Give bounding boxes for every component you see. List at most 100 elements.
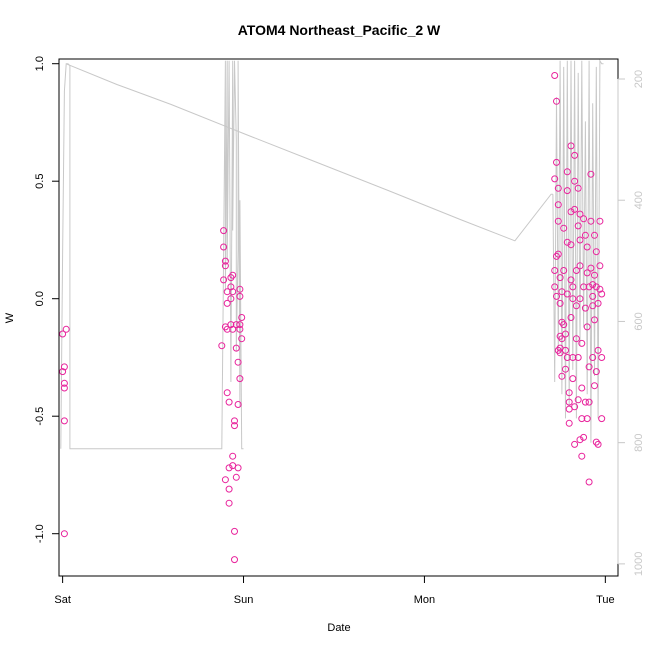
data-point [567, 241, 575, 249]
data-point [553, 97, 560, 105]
data-point [576, 236, 584, 244]
data-point [585, 478, 593, 486]
x-tick-label: Tue [596, 594, 615, 606]
data-point [231, 417, 238, 425]
y-axis: -1.0 -0.5 0.0 0.5 1.0 [34, 56, 60, 543]
data-point [591, 316, 598, 324]
x-tick-label: Sun [234, 594, 254, 606]
data-point [592, 438, 600, 446]
data-point [60, 417, 68, 425]
data-point [594, 299, 602, 307]
data-point [236, 375, 244, 383]
data-point [220, 276, 228, 284]
data-point [556, 274, 564, 282]
data-point [560, 267, 568, 274]
data-point [232, 473, 240, 481]
y-tick-label: -1.0 [34, 524, 46, 543]
data-point [60, 530, 68, 538]
data-point [585, 283, 593, 291]
data-point [62, 325, 70, 333]
data-point [567, 142, 575, 150]
x-axis-label: Date [327, 622, 350, 634]
data-point [563, 290, 571, 298]
data-point [572, 302, 580, 310]
data-point [556, 299, 564, 307]
data-point [551, 72, 559, 79]
y-tick-label: 1.0 [34, 56, 46, 71]
data-point [585, 363, 593, 371]
data-point [236, 285, 244, 293]
data-point [598, 290, 606, 298]
data-point [578, 452, 586, 460]
data-point [229, 288, 237, 296]
data-point [591, 231, 598, 239]
data-point [571, 205, 579, 213]
data-point [589, 354, 597, 361]
x-axis: Sat Sun Mon Tue [54, 575, 615, 606]
data-point [234, 358, 242, 366]
data-point [558, 372, 566, 380]
data-point [551, 175, 559, 183]
y2-axis: 200 400 600 800 1000 [617, 70, 645, 576]
data-point [554, 217, 562, 225]
data-point [553, 158, 560, 166]
data-point [59, 330, 67, 338]
points-layer [59, 72, 606, 564]
data-point [560, 224, 568, 232]
data-point [553, 252, 560, 260]
data-point [229, 325, 237, 333]
data-point [227, 321, 235, 329]
data-point [598, 415, 606, 423]
y-axis-label: W [4, 312, 16, 323]
depth-line-segment-1 [66, 63, 553, 242]
data-point [562, 346, 569, 354]
data-point [565, 389, 573, 397]
data-point [576, 436, 584, 444]
data-point [576, 262, 584, 270]
y-tick-label: 0.5 [34, 174, 46, 189]
data-point [223, 299, 231, 307]
data-point [229, 271, 237, 279]
data-point [231, 527, 238, 535]
y2-tick-label: 800 [633, 433, 645, 451]
data-point [598, 354, 606, 361]
data-point [554, 250, 562, 258]
data-point [231, 422, 238, 430]
data-point [578, 384, 586, 392]
data-point [591, 271, 598, 279]
data-point [236, 292, 244, 300]
data-point [596, 262, 604, 270]
data-point [238, 314, 246, 321]
data-point [220, 227, 228, 235]
data-point [572, 267, 580, 274]
data-point [596, 285, 604, 293]
data-point [562, 365, 569, 373]
data-point [571, 440, 579, 448]
data-point [587, 217, 595, 225]
data-point [574, 184, 582, 192]
data-point [225, 499, 233, 507]
data-point [563, 168, 571, 176]
data-point [563, 238, 571, 246]
data-point [551, 267, 559, 274]
data-point [551, 283, 559, 291]
data-point [223, 389, 231, 397]
data-point [578, 415, 586, 423]
data-point [583, 415, 591, 423]
depth-line-layer [60, 59, 604, 450]
y2-tick-label: 1000 [633, 552, 645, 576]
data-point [60, 363, 68, 371]
data-point [563, 187, 571, 195]
data-point [60, 384, 68, 392]
data-point [569, 354, 577, 361]
data-point [225, 398, 233, 406]
data-point [571, 151, 579, 159]
data-point [583, 323, 591, 331]
chart-title: ATOM4 Northeast_Pacific_2 W [238, 22, 441, 38]
y2-tick-label: 400 [633, 191, 645, 209]
data-point [569, 295, 577, 303]
data-point [585, 398, 593, 406]
data-point [227, 283, 235, 291]
data-point [589, 281, 597, 289]
